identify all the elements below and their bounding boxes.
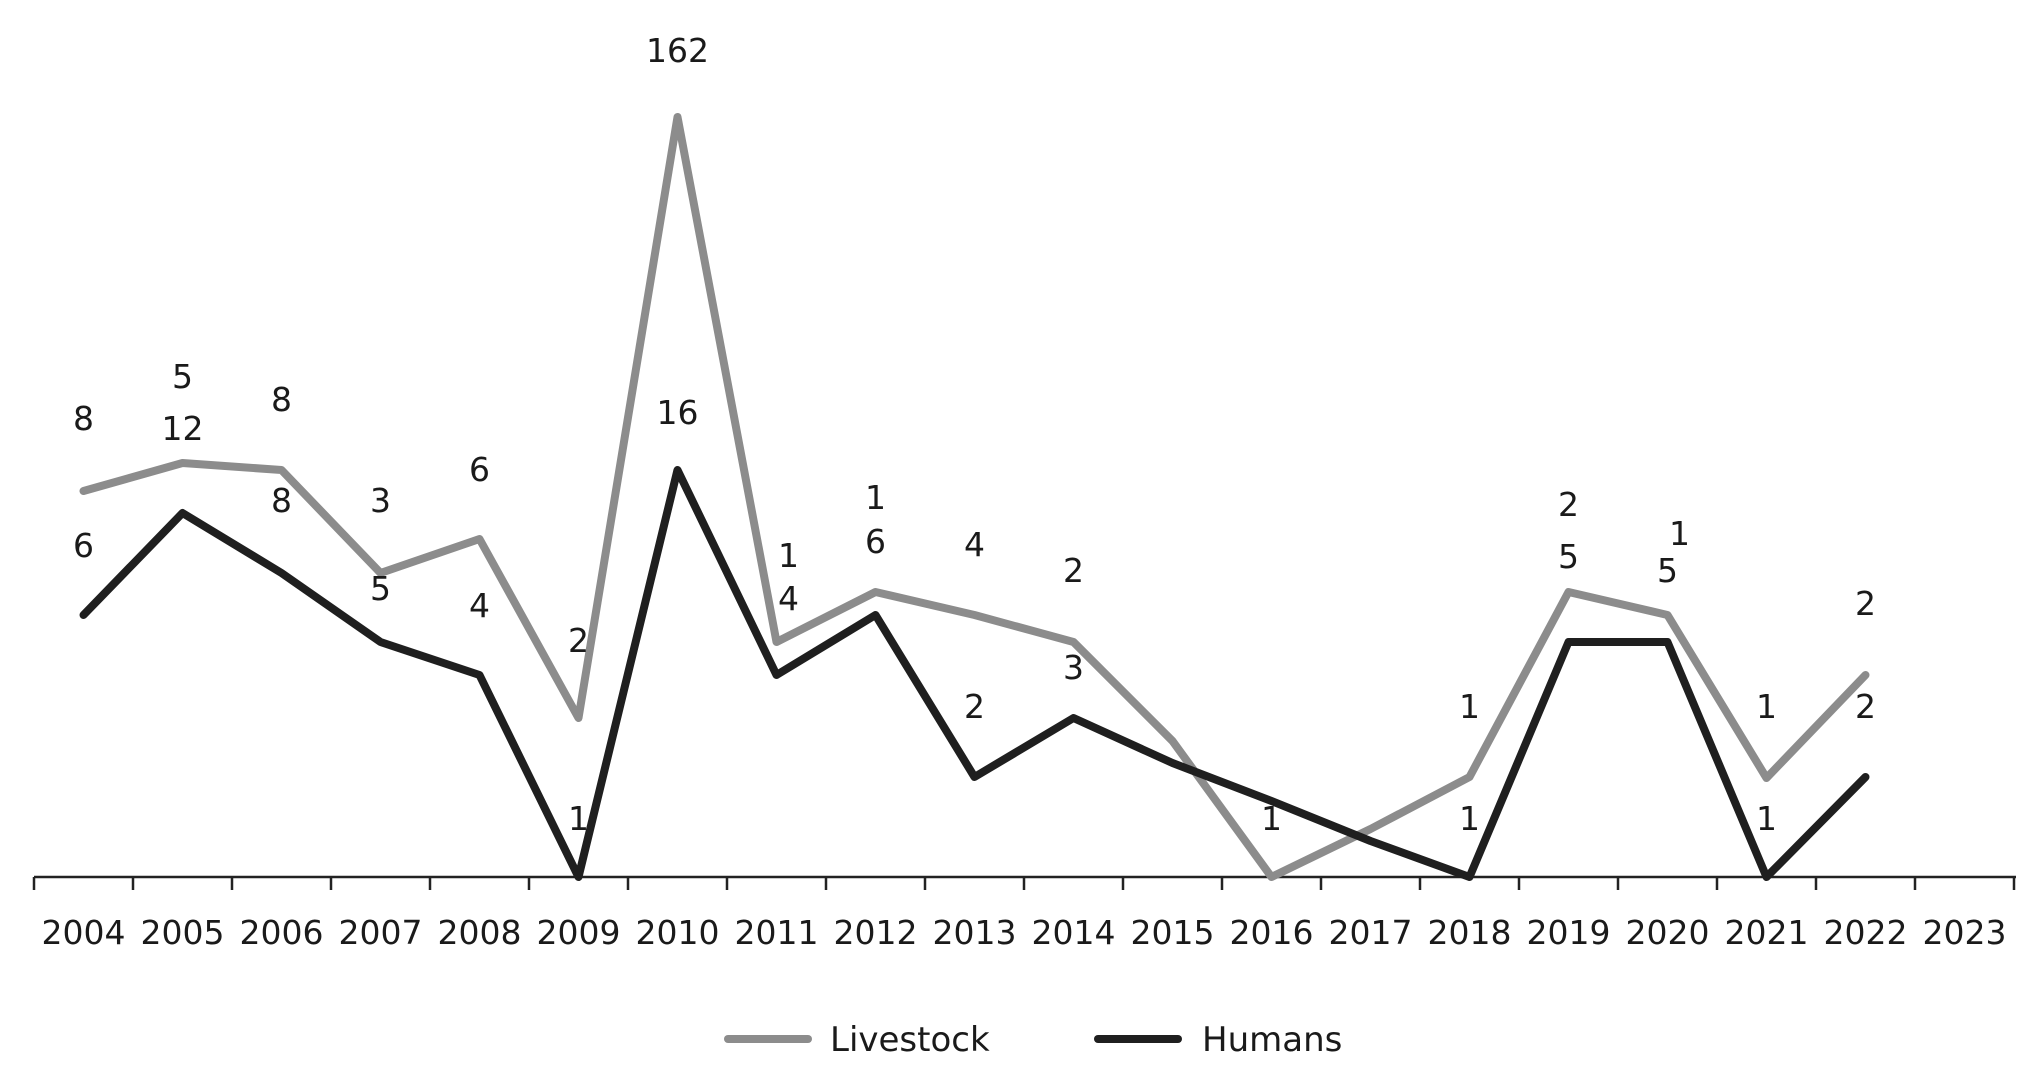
- legend: Livestock Humans: [724, 1020, 1342, 1060]
- data-label-livestock: 8: [271, 380, 292, 419]
- data-label-livestock: 2: [568, 621, 589, 660]
- data-label-livestock: 4: [964, 525, 985, 564]
- data-label-humans: 3: [1063, 648, 1084, 687]
- data-label-humans: 5: [370, 569, 391, 608]
- x-tick-label: 2015: [1131, 913, 1215, 952]
- data-label-livestock: 1: [1459, 687, 1480, 726]
- data-label-livestock: 1: [1756, 687, 1777, 726]
- data-label-livestock: 12: [162, 409, 204, 448]
- data-label-humans: 2: [964, 687, 985, 726]
- data-label-livestock: 162: [646, 31, 709, 70]
- x-tick-label: 2016: [1230, 913, 1314, 952]
- x-tick-label: 2022: [1824, 913, 1908, 952]
- x-tick-label: 2008: [438, 913, 522, 952]
- data-label-humans: 1: [865, 478, 886, 517]
- x-tick-label: 2017: [1329, 913, 1413, 952]
- x-tick-label: 2009: [537, 913, 621, 952]
- series-layer: [79, 113, 1870, 881]
- series-line-humans: [79, 466, 1870, 881]
- data-label-livestock: 1: [778, 536, 799, 575]
- legend-label-livestock: Livestock: [830, 1020, 990, 1060]
- data-label-humans: 1: [568, 799, 589, 838]
- data-label-humans: 16: [657, 393, 699, 432]
- x-tick-label: 2011: [735, 913, 819, 952]
- data-label-livestock: 6: [865, 522, 886, 561]
- x-tick-label: 2023: [1923, 913, 2007, 952]
- data-label-livestock: 8: [73, 399, 94, 438]
- data-label-livestock: 6: [469, 450, 490, 489]
- x-tick-label: 2004: [42, 913, 126, 952]
- x-tick-label: 2010: [636, 913, 720, 952]
- data-label-humans: 5: [1657, 551, 1678, 590]
- data-label-humans: 4: [469, 586, 490, 625]
- x-tick-label: 2021: [1725, 913, 1809, 952]
- x-axis: 2004 2005 2006 2007 2008 2009 2010 2011 2012 2013…: [32, 875, 2016, 952]
- data-label-humans: 4: [778, 579, 799, 618]
- x-tick-label: 2019: [1527, 913, 1611, 952]
- data-label-livestock: 2: [1558, 485, 1579, 524]
- data-label-livestock: 1: [1669, 514, 1690, 553]
- data-label-humans: 6: [73, 526, 94, 565]
- x-tick-label: 2013: [933, 913, 1017, 952]
- data-label-livestock: 2: [1855, 584, 1876, 623]
- data-label-humans: 8: [271, 481, 292, 520]
- x-tick-label: 2020: [1626, 913, 1710, 952]
- x-tick-label: 2018: [1428, 913, 1512, 952]
- data-label-livestock: 1: [1261, 799, 1282, 838]
- data-label-humans: 1: [1459, 799, 1480, 838]
- series-line-livestock: [79, 113, 1870, 881]
- data-label-humans: 2: [1855, 687, 1876, 726]
- x-tick-label: 2012: [834, 913, 918, 952]
- data-label-humans: 5: [1558, 537, 1579, 576]
- x-tick-label: 2005: [141, 913, 225, 952]
- x-tick-label: 2006: [240, 913, 324, 952]
- x-tick-label: 2014: [1032, 913, 1116, 952]
- data-label-livestock: 2: [1063, 551, 1084, 590]
- legend-label-humans: Humans: [1202, 1020, 1342, 1060]
- x-tick-label: 2007: [339, 913, 423, 952]
- data-label-humans: 1: [1756, 799, 1777, 838]
- data-label-livestock: 3: [370, 481, 391, 520]
- data-label-humans: 5: [172, 357, 193, 396]
